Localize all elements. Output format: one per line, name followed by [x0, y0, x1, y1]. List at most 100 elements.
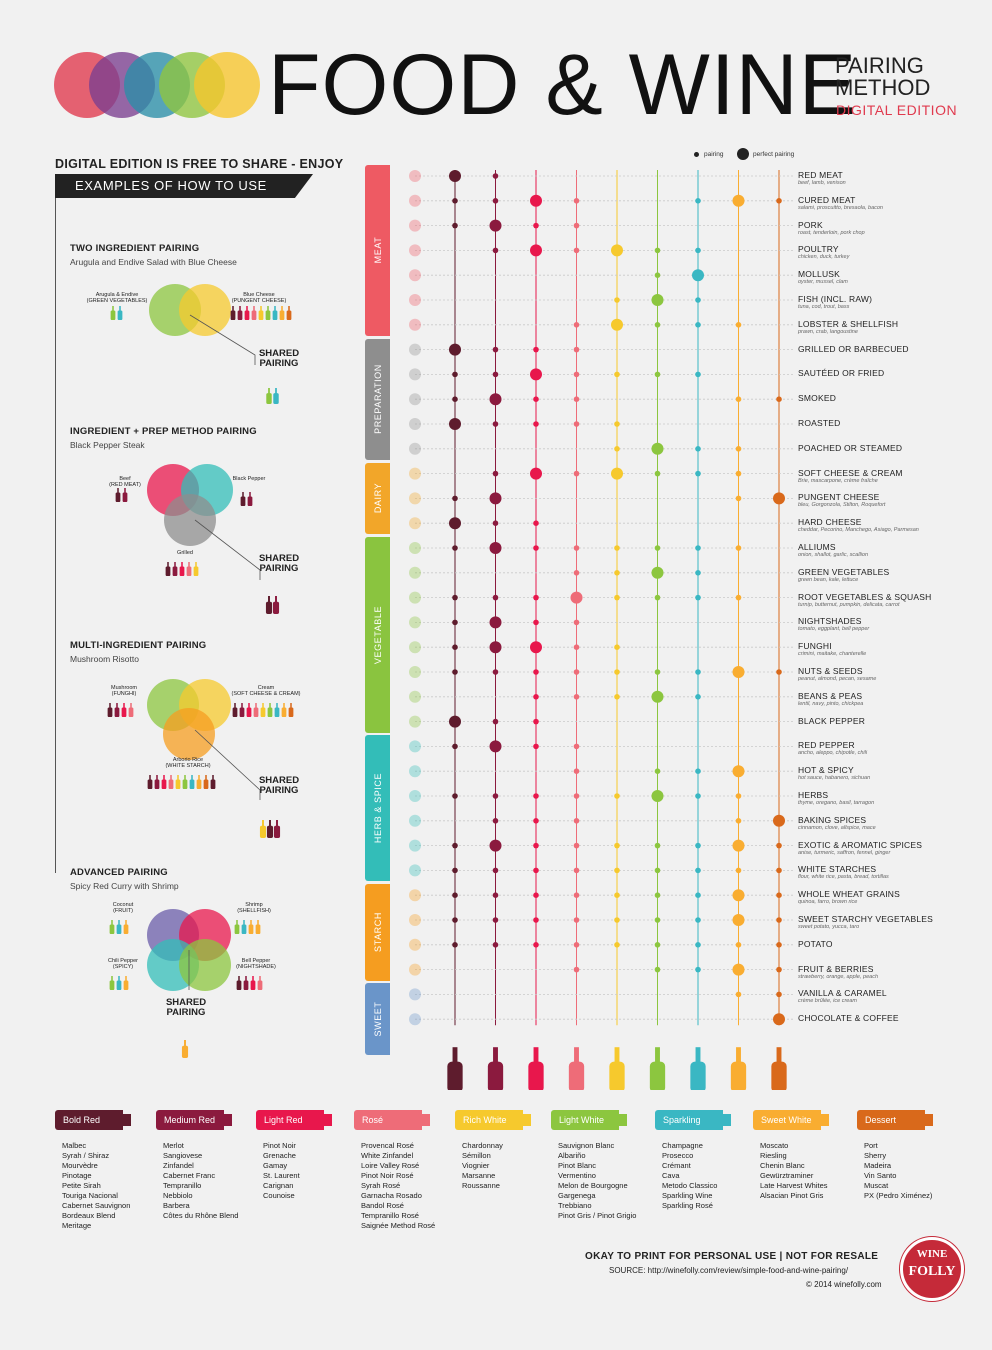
bottle-neck: [125, 920, 127, 926]
bottle-neck: [248, 703, 250, 709]
food-row-label: CHOCOLATE & COFFEE: [798, 1013, 899, 1024]
perfect-pairing-dot: [530, 467, 542, 480]
wine-varietal: Prosecco: [662, 1151, 694, 1160]
pairing-dot: [452, 867, 458, 874]
wine-varietal-list: Pinot Noir Grenache Gamay St. Laurent Carign…: [263, 1141, 300, 1201]
source-link[interactable]: SOURCE: http://winefolly.com/review/simp…: [609, 1266, 849, 1275]
wine-bottle-icon: [260, 703, 266, 717]
bottle-neck: [241, 703, 243, 709]
wine-column-bottle-icon: [447, 1047, 463, 1090]
wine-bottle-icon: [172, 562, 178, 576]
bottle-neck: [156, 775, 158, 781]
pairing-dot: [735, 495, 742, 502]
ex1-label-a: Arugula & Endive (GREEN VEGETABLES): [86, 292, 148, 304]
food-row-label: NUTS & SEEDS: [798, 666, 863, 676]
page-title: FOOD & WINE: [268, 37, 858, 133]
food-row-examples: cheddar, Pecorino, Manchego, Asiago, Par…: [798, 527, 919, 534]
category-tab: HERB & SPICE: [365, 735, 390, 882]
pairing-dot: [776, 842, 782, 849]
food-icon: [409, 1013, 421, 1026]
bottle-neck: [614, 1047, 620, 1064]
wine-varietal: Malbec: [62, 1141, 87, 1150]
pairing-dot: [533, 867, 539, 874]
wine-bottle-icon: [286, 306, 292, 320]
food-icon: [409, 914, 421, 926]
wine-bottle-icon: [253, 703, 259, 717]
perfect-pairing-dot: [530, 641, 542, 654]
pairing-dot: [492, 917, 499, 923]
category-tab: MEAT: [365, 165, 390, 336]
wine-varietal: Sémillon: [462, 1151, 491, 1160]
wine-varietal: Pinot Noir Rosé: [361, 1171, 414, 1180]
pairing-dot: [573, 421, 580, 427]
wine-varietal-list: Chardonnay Sémillon Viognier Marsanne Roussa…: [462, 1141, 503, 1191]
bottle-neck: [262, 703, 264, 709]
ex2-label-b: Black Pepper: [232, 476, 266, 482]
wine-bottle-icon: [203, 775, 209, 789]
bottle-neck: [118, 976, 120, 982]
wine-varietal: Marsanne: [462, 1171, 496, 1180]
food-row-label: GREEN VEGETABLES: [798, 566, 890, 577]
perfect-pairing-dot: [732, 889, 745, 902]
logo-circle: [194, 52, 260, 118]
food-row-label: RED PEPPER: [798, 740, 855, 751]
pairing-dot: [695, 322, 701, 328]
pairing-dot: [695, 892, 701, 898]
wine-type-label: Bold Red: [55, 1110, 123, 1130]
bottle-body: [161, 779, 167, 789]
wine-varietal: Syrah Rosé: [361, 1181, 401, 1190]
bottle-neck: [130, 703, 132, 709]
perfect-pairing-dot: [449, 715, 461, 728]
wine-type-label: Medium Red: [156, 1110, 224, 1130]
pairing-dot: [614, 297, 620, 303]
free-share-note: DIGITAL EDITION IS FREE TO SHARE - ENJOY: [55, 157, 344, 171]
food-row-examples: oyster, mussel, clam: [798, 279, 848, 286]
ex2-label-a: Beef (RED MEAT): [109, 476, 141, 488]
food-icon: [409, 814, 421, 827]
bottle-neck: [276, 820, 278, 827]
perfect-pairing-dot: [732, 914, 745, 926]
food-icon: [409, 269, 421, 282]
bottle-body: [244, 310, 250, 320]
venn-circle-cheese: [179, 284, 231, 336]
bottle-body: [730, 1061, 747, 1090]
wine-bottle-icon: [121, 703, 127, 717]
perfect-pairing-dot: [611, 467, 623, 480]
bottle-neck: [262, 820, 264, 827]
pairing-dot: [573, 694, 580, 700]
pairing-dot: [654, 917, 661, 923]
ex3-label-b: Cream (SOFT CHEESE & CREAM): [231, 685, 301, 697]
pairing-dot: [776, 991, 782, 998]
wine-bottle-icon: [265, 306, 271, 320]
venn-circle-bell: [179, 939, 231, 991]
example-1-title: TWO INGREDIENT PAIRING: [70, 243, 200, 254]
pairing-dot: [695, 966, 701, 973]
bottle-neck: [205, 775, 207, 781]
wine-bottle-icon: [267, 703, 273, 717]
pairing-dot: [614, 669, 620, 675]
connector-line: [189, 314, 256, 365]
food-row-examples: flour, white rice, pasta, bread, tortill…: [798, 874, 889, 881]
food-icon: [409, 467, 421, 480]
food-row-label: BAKING SPICES: [798, 814, 867, 825]
bottle-body: [265, 601, 273, 614]
wine-bottle-icon: [237, 306, 243, 320]
food-row-examples: Brie, mascarpone, crème fraîche: [798, 477, 878, 484]
pairing-dot: [695, 768, 701, 774]
food-row-examples: onion, shallot, garlic, scallion: [798, 552, 869, 558]
pairing-dot: [776, 917, 782, 923]
pairing-dot: [533, 594, 539, 601]
category-tab: DAIRY: [365, 462, 390, 535]
bottle-body: [248, 924, 254, 934]
bottle-body: [266, 393, 272, 404]
pairing-dot: [735, 818, 742, 824]
wine-bottle-icon: [251, 306, 257, 320]
wine-bottle-icon: [122, 488, 128, 502]
food-row-label: FUNGHI: [798, 641, 832, 652]
pairing-dot: [533, 421, 539, 427]
category-tab: VEGETABLE: [365, 537, 390, 733]
perfect-pairing-dot: [489, 641, 502, 654]
food-row-examples: roast, tenderloin, pork chop: [798, 229, 865, 236]
bottle-body: [232, 707, 238, 717]
bottle-neck: [123, 703, 125, 709]
